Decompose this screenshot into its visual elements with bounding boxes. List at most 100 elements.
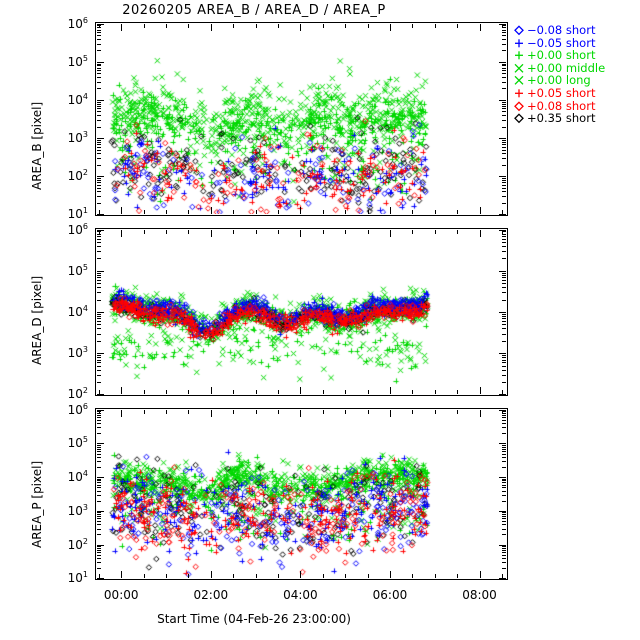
legend-item[interactable]: +0.35 short — [512, 112, 605, 125]
tick-mark — [502, 144, 507, 146]
y-tick-label: 106 — [67, 15, 88, 31]
tick-mark — [121, 229, 123, 237]
y-tick-label: 105 — [67, 262, 88, 278]
tick-mark — [499, 394, 507, 396]
tick-mark — [96, 321, 101, 323]
tick-mark — [502, 360, 507, 362]
tick-mark — [96, 467, 101, 469]
tick-mark — [96, 77, 101, 79]
tick-mark — [300, 207, 302, 215]
tick-mark — [233, 390, 235, 395]
tick-mark — [278, 574, 280, 579]
tick-mark — [96, 461, 101, 463]
tick-mark — [502, 512, 507, 514]
legend: −0.08 short −0.05 short +0.00 short +0.00 m… — [512, 24, 605, 125]
tick-mark — [96, 68, 101, 70]
tick-mark — [121, 387, 123, 395]
panel-area-p — [95, 408, 508, 580]
tick-mark — [188, 409, 190, 414]
tick-mark — [96, 27, 101, 29]
tick-mark — [502, 185, 507, 187]
tick-mark — [96, 413, 101, 415]
tick-mark — [96, 100, 104, 102]
plus-icon — [512, 49, 527, 62]
tick-mark — [300, 571, 302, 579]
tick-mark — [502, 30, 507, 32]
tick-mark — [502, 334, 507, 336]
tick-mark — [345, 409, 347, 414]
scatter-canvas-area-b — [96, 23, 506, 214]
tick-mark — [502, 480, 507, 482]
tick-mark — [96, 203, 101, 205]
tick-mark — [96, 120, 101, 122]
y-tick-label: 106 — [67, 401, 88, 417]
legend-item[interactable]: +0.08 short — [512, 99, 605, 113]
tick-mark — [256, 229, 258, 234]
legend-item[interactable]: −0.05 short — [512, 36, 605, 50]
diamond-icon — [512, 112, 527, 125]
tick-mark — [233, 210, 235, 215]
y-tick-label: 102 — [67, 536, 88, 552]
tick-mark — [144, 390, 146, 395]
tick-mark — [502, 287, 507, 289]
tick-mark — [278, 390, 280, 395]
tick-mark — [96, 451, 101, 453]
legend-item[interactable]: +0.00 long — [512, 74, 605, 87]
tick-mark — [96, 292, 101, 294]
tick-mark — [502, 467, 507, 469]
tick-mark — [499, 477, 507, 479]
tick-mark — [96, 394, 104, 396]
tick-mark — [502, 127, 507, 129]
legend-item[interactable]: +0.05 short — [512, 87, 605, 100]
tick-mark — [502, 147, 507, 149]
tick-mark — [96, 328, 101, 330]
tick-mark — [502, 280, 507, 282]
tick-mark — [412, 390, 414, 395]
tick-mark — [502, 355, 507, 357]
tick-mark — [499, 578, 507, 580]
tick-mark — [502, 191, 507, 193]
tick-mark — [96, 411, 101, 413]
tick-mark — [96, 180, 101, 182]
tick-mark — [499, 138, 507, 140]
tick-mark — [502, 178, 507, 180]
tick-mark — [96, 111, 101, 113]
tick-mark — [166, 409, 168, 414]
tick-mark — [499, 545, 507, 547]
tick-mark — [96, 445, 101, 447]
y-tick-label: 101 — [67, 570, 88, 586]
tick-mark — [96, 150, 101, 152]
tick-mark — [502, 552, 507, 554]
tick-mark — [96, 370, 101, 372]
tick-mark — [502, 44, 507, 46]
tick-mark — [96, 334, 101, 336]
tick-mark — [96, 312, 104, 314]
tick-mark — [96, 283, 101, 285]
tick-mark — [502, 210, 504, 215]
tick-mark — [96, 491, 101, 493]
tick-mark — [502, 382, 507, 384]
x-tick-label: 02:00 — [193, 588, 229, 602]
tick-mark — [96, 258, 101, 260]
tick-mark — [121, 409, 123, 417]
tick-mark — [96, 341, 101, 343]
tick-mark — [502, 273, 507, 275]
tick-mark — [502, 409, 504, 414]
tick-mark — [323, 210, 325, 215]
tick-mark — [188, 210, 190, 215]
legend-item[interactable]: +0.00 short — [512, 49, 605, 62]
y-tick-label: 105 — [67, 435, 88, 451]
legend-item[interactable]: −0.08 short — [512, 24, 605, 37]
legend-item[interactable]: +0.00 middle — [512, 62, 605, 75]
tick-mark — [502, 106, 507, 108]
tick-mark — [502, 516, 507, 518]
tick-mark — [502, 562, 507, 564]
tick-mark — [256, 574, 258, 579]
y-tick-label: 103 — [67, 130, 88, 146]
tick-mark — [278, 23, 280, 28]
tick-mark — [502, 150, 507, 152]
scatter-canvas-area-d — [96, 229, 506, 394]
tick-mark — [96, 62, 104, 64]
tick-mark — [144, 23, 146, 28]
tick-mark — [96, 548, 101, 550]
